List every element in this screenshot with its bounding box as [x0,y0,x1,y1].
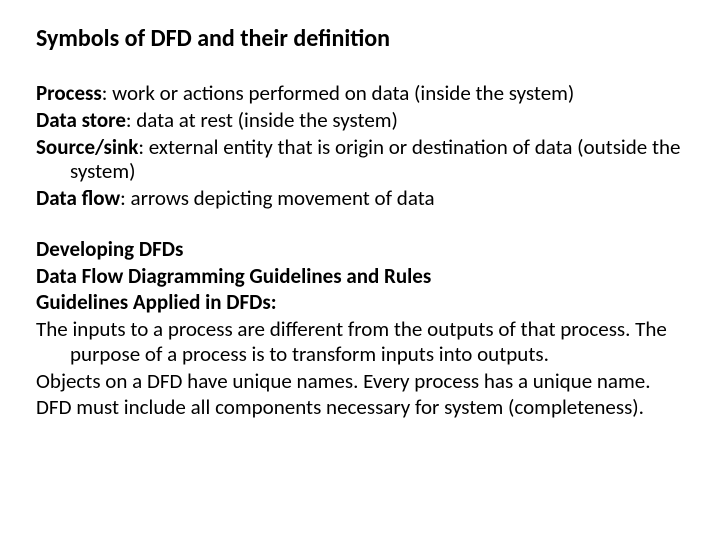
heading-guidelines-applied: Guidelines Applied in DFDs: [36,290,684,315]
definition-data-flow: Data flow: arrows depicting movement of … [36,186,684,211]
def-process: : work or actions performed on data (ins… [102,80,575,106]
def-data-store: : data at rest (inside the system) [126,107,398,133]
guideline-1: The inputs to a process are different fr… [36,317,684,367]
heading-developing-dfds: Developing DFDs [36,237,684,262]
def-data-flow: : arrows depicting movement of data [120,185,434,211]
guidelines-block: Developing DFDs Data Flow Diagramming Gu… [36,237,684,420]
definition-process: Process: work or actions performed on da… [36,81,684,106]
term-source-sink: Source/sink [36,134,138,160]
definitions-block: Process: work or actions performed on da… [36,81,684,211]
def-source-sink: : external entity that is origin or dest… [70,134,680,185]
slide-title: Symbols of DFD and their definition [36,24,684,53]
term-data-store: Data store [36,107,126,133]
term-process: Process [36,80,102,106]
guideline-3: DFD must include all components necessar… [36,395,684,420]
term-data-flow: Data flow [36,185,120,211]
definition-data-store: Data store: data at rest (inside the sys… [36,108,684,133]
guideline-2: Objects on a DFD have unique names. Ever… [36,369,684,394]
slide: Symbols of DFD and their definition Proc… [0,0,720,540]
heading-guidelines-rules: Data Flow Diagramming Guidelines and Rul… [36,264,684,289]
definition-source-sink: Source/sink: external entity that is ori… [36,135,684,185]
